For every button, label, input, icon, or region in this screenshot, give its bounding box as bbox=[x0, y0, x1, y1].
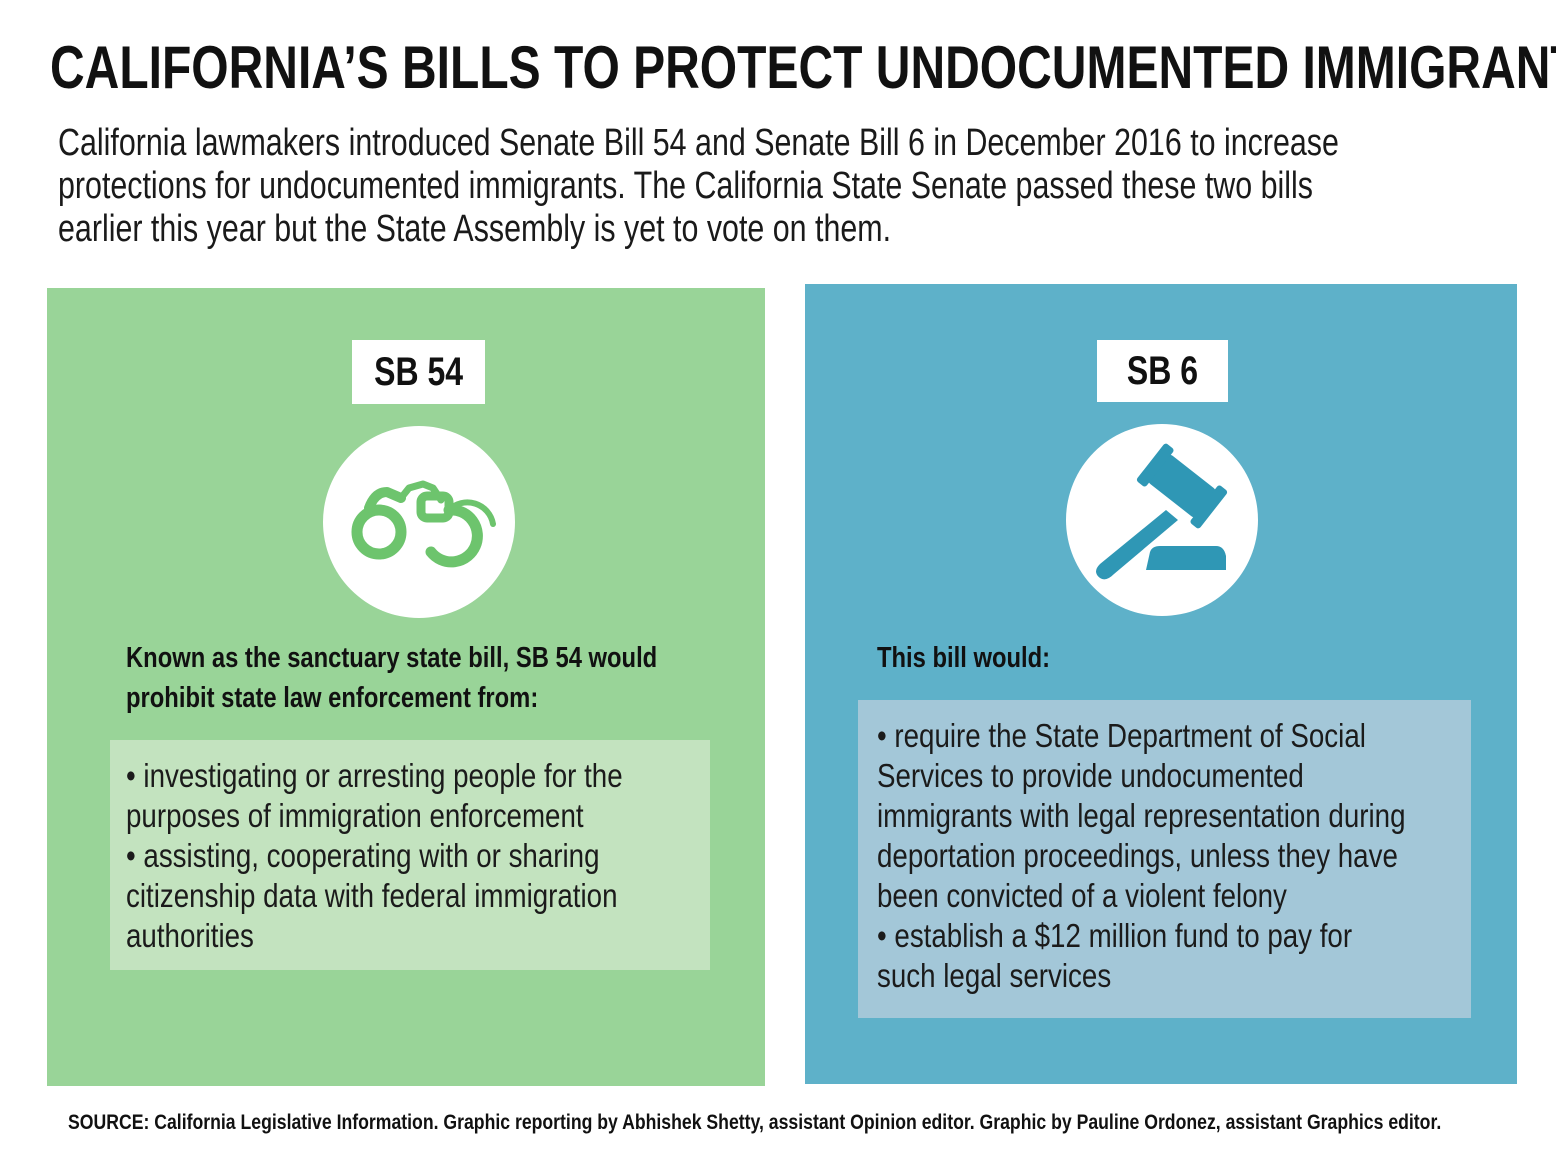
sb54-tag: SB 54 bbox=[352, 340, 485, 404]
sb6-lead: This bill would: bbox=[877, 638, 1451, 678]
sb54-provisions-list: • investigating or arresting people for … bbox=[126, 756, 623, 956]
sb54-lead-line: prohibit state law enforcement from: bbox=[126, 682, 539, 714]
list-item: • assisting, cooperating with or sharing bbox=[126, 837, 600, 874]
source-credit: SOURCE: California Legislative Informati… bbox=[68, 1111, 1442, 1134]
list-item: been convicted of a violent felony bbox=[877, 877, 1287, 914]
sb54-lead-line: Known as the sanctuary state bill, SB 54… bbox=[126, 642, 658, 674]
sb6-provisions-box bbox=[858, 700, 1471, 1018]
list-item: citizenship data with federal immigratio… bbox=[126, 877, 618, 914]
list-item: • require the State Department of Social bbox=[877, 717, 1366, 754]
list-item: authorities bbox=[126, 917, 254, 954]
intro-line: protections for undocumented immigrants.… bbox=[58, 165, 1313, 207]
sb6-lead-line: This bill would: bbox=[877, 642, 1051, 674]
sb54-provisions-box bbox=[110, 740, 710, 970]
intro-text: California lawmakers introduced Senate B… bbox=[58, 122, 1498, 251]
list-item: Services to provide undocumented bbox=[877, 757, 1304, 794]
gavel-icon bbox=[1096, 443, 1228, 580]
intro-line: earlier this year but the State Assembly… bbox=[58, 208, 892, 250]
sb6-icon-circle bbox=[1066, 424, 1258, 616]
list-item: deportation proceedings, unless they hav… bbox=[877, 837, 1398, 874]
sb6-tag: SB 6 bbox=[1097, 340, 1228, 402]
list-item: immigrants with legal representation dur… bbox=[877, 797, 1406, 834]
handcuffs-icon bbox=[351, 480, 496, 568]
list-item: • investigating or arresting people for … bbox=[126, 757, 623, 794]
sb6-provisions-list: • require the State Department of Social… bbox=[877, 716, 1405, 996]
intro-line: California lawmakers introduced Senate B… bbox=[58, 122, 1339, 164]
sb54-lead: Known as the sanctuary state bill, SB 54… bbox=[126, 638, 700, 718]
sb54-icon-circle bbox=[323, 426, 515, 618]
list-item: • establish a $12 million fund to pay fo… bbox=[877, 917, 1353, 954]
page-title: CALIFORNIA’S BILLS TO PROTECT UNDOCUMENT… bbox=[50, 34, 1556, 101]
list-item: such legal services bbox=[877, 957, 1112, 994]
list-item: purposes of immigration enforcement bbox=[126, 797, 584, 834]
